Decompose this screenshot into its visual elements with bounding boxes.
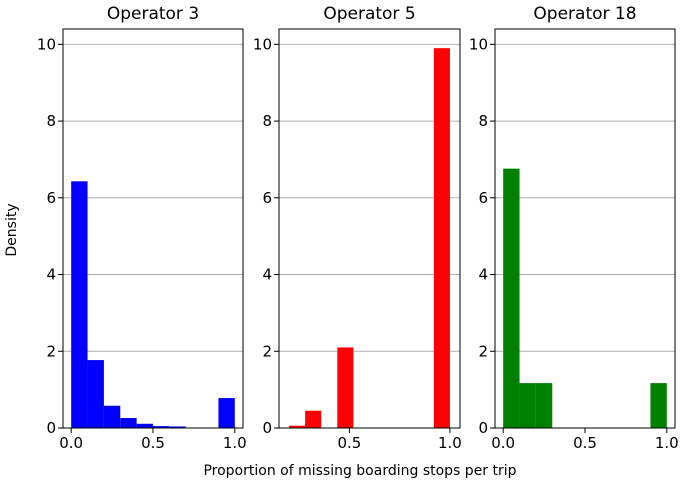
y-tick-label: 8 [46, 112, 56, 130]
histogram-bar [650, 383, 667, 428]
y-tick-label: 10 [253, 35, 272, 53]
y-tick-label: 4 [46, 266, 56, 284]
y-tick-label: 2 [46, 342, 56, 360]
y-tick-label: 10 [469, 35, 488, 53]
panel-title: Operator 18 [533, 4, 636, 24]
panel-title: Operator 5 [323, 4, 415, 24]
y-tick-label: 8 [262, 112, 272, 130]
panel-3: 0 2 4 6 8 10 0.0 0.5 1.0 Operator 18 [469, 4, 679, 452]
histogram-bar [169, 426, 186, 428]
histogram-bar [535, 383, 553, 428]
y-tick-label: 6 [478, 189, 488, 207]
histogram-bar [120, 418, 137, 428]
panel-1: 0 2 4 6 8 10 0.0 0.5 1.0 Operator 3 [37, 4, 247, 452]
panel-title: Operator 3 [107, 4, 199, 24]
panel-2: 0 2 4 6 8 10 0.5 1.0 Operator 5 [253, 4, 462, 452]
y-tick-label: 0 [478, 419, 488, 437]
histogram-bar [218, 398, 235, 428]
y-axis-label: Density [4, 203, 20, 256]
histogram-bar [71, 181, 88, 428]
x-tick-label: 0.5 [337, 434, 361, 452]
histogram-bar [433, 48, 450, 429]
y-tick-label: 6 [46, 189, 56, 207]
axes-frame [278, 28, 461, 429]
y-tick-label: 4 [478, 266, 488, 284]
x-tick-label: 1.0 [655, 434, 679, 452]
x-tick-label: 1.0 [223, 434, 247, 452]
histogram-bar [103, 405, 121, 428]
x-tick-label: 0.0 [59, 434, 83, 452]
x-tick-label: 0.0 [491, 434, 515, 452]
panels: 0 2 4 6 8 10 0.0 0.5 1.0 Operator 3 0 2 4 6 8 10 0.5 1.0 O… [37, 4, 679, 452]
histogram-bar [337, 347, 354, 428]
x-tick-label: 0.5 [573, 434, 597, 452]
x-tick-label: 1.0 [438, 434, 462, 452]
y-tick-label: 2 [262, 342, 272, 360]
axes-frame [494, 28, 676, 429]
y-tick-label: 0 [46, 419, 56, 437]
y-tick-label: 2 [478, 342, 488, 360]
y-tick-label: 4 [262, 266, 272, 284]
histogram-bar [153, 426, 170, 428]
y-tick-label: 8 [478, 112, 488, 130]
y-tick-label: 0 [262, 419, 272, 437]
histogram-bar [289, 425, 306, 428]
histogram-bar [136, 423, 153, 428]
histogram-bar [87, 360, 104, 428]
x-tick-label: 0.5 [141, 434, 165, 452]
x-axis-label: Proportion of missing boarding stops per… [203, 463, 516, 479]
y-tick-label: 6 [262, 189, 272, 207]
histogram-bar [305, 410, 322, 428]
histogram-bar [519, 383, 536, 428]
histogram-bar [503, 168, 520, 428]
y-tick-label: 10 [37, 35, 56, 53]
